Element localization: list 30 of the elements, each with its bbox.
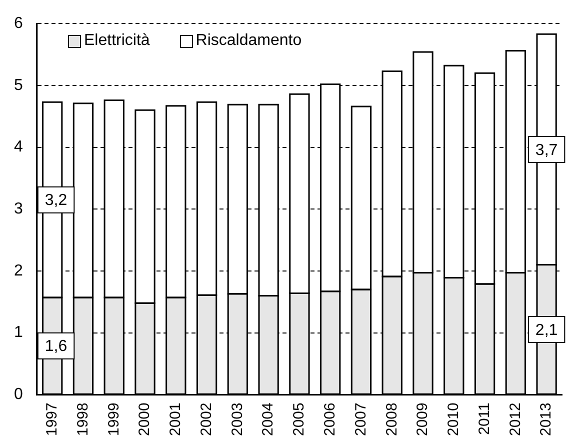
y-tick-label: 2 (14, 262, 23, 280)
x-tick-label: 2000 (136, 402, 154, 436)
x-tick-label: 2007 (352, 402, 370, 436)
y-tick-label: 0 (14, 386, 23, 404)
x-tick-label: 2001 (167, 402, 184, 436)
x-tick-label: 2005 (290, 402, 308, 436)
x-tick-label: 2013 (538, 402, 555, 436)
x-tick-label: 1999 (105, 402, 122, 436)
x-tick-label: 1997 (43, 402, 60, 436)
x-tick-label: 1998 (74, 402, 92, 436)
x-tick-label: 2012 (506, 402, 524, 436)
x-tick-label: 2011 (476, 402, 493, 435)
x-tick-label: 2002 (198, 402, 215, 436)
legend-label: Elettricità (84, 32, 150, 50)
data-label: 1,6 (44, 338, 68, 356)
x-tick-label: 2008 (383, 402, 400, 436)
x-tick-label: 2009 (414, 402, 432, 436)
x-tick-label: 2010 (445, 402, 462, 436)
x-tick-label: 2003 (228, 402, 246, 436)
data-label: 3,2 (44, 192, 68, 210)
y-tick-label: 3 (14, 200, 23, 218)
x-tick-label: 2004 (260, 402, 277, 436)
data-label: 2,1 (535, 322, 558, 339)
y-tick-label: 1 (14, 324, 23, 342)
y-tick-label: 4 (14, 138, 23, 156)
y-tick-label: 6 (14, 15, 23, 32)
y-tick-label: 5 (14, 76, 23, 94)
data-label: 3,7 (535, 142, 558, 159)
x-tick-label: 2006 (321, 402, 338, 436)
text: Riscaldamento (196, 32, 302, 50)
